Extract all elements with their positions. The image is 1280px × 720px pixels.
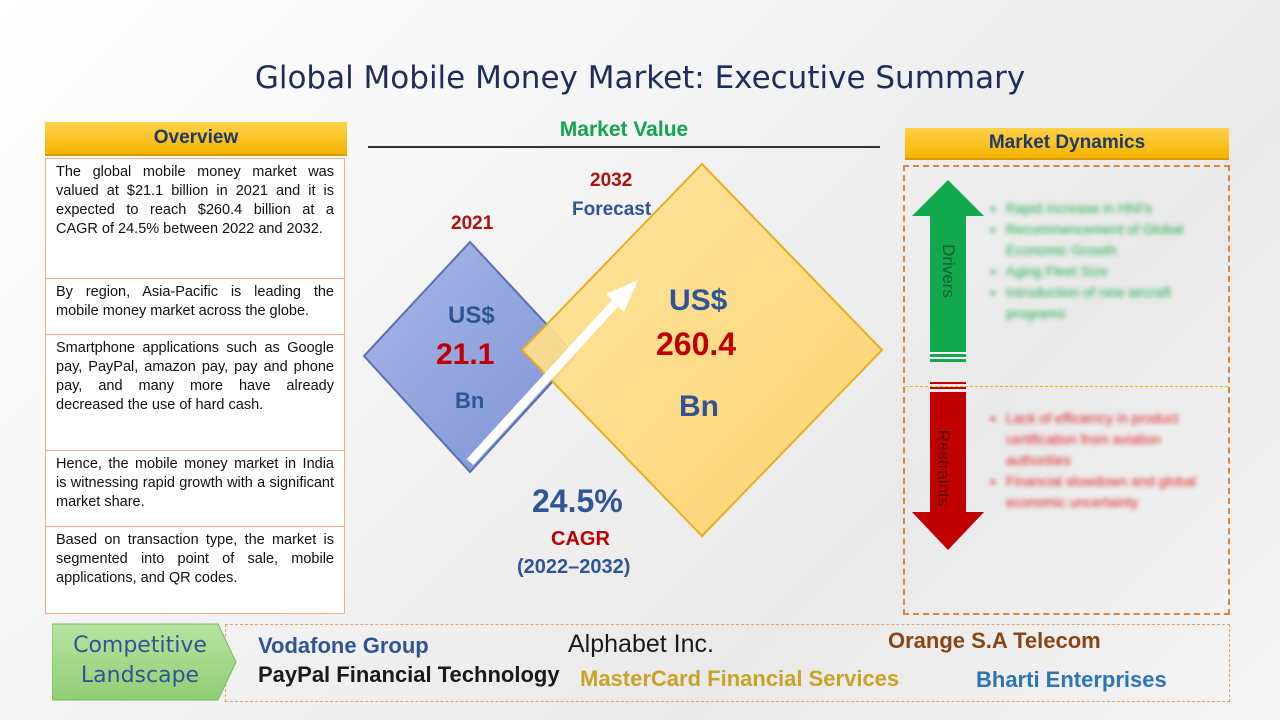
drivers-list: Rapid increase in HNI's Recommencement o… bbox=[990, 198, 1221, 324]
company-alphabet: Alphabet Inc. bbox=[568, 630, 714, 658]
year-2021-label: 2021 bbox=[451, 213, 494, 234]
unit-2032: Bn bbox=[679, 390, 719, 423]
list-item: Recommencement of Global Economic Growth bbox=[1006, 219, 1221, 261]
value-2032: 260.4 bbox=[656, 326, 737, 362]
market-value-diagram bbox=[362, 162, 884, 538]
overview-header: Overview bbox=[45, 122, 347, 156]
overview-item: Smartphone applications such as Google p… bbox=[46, 335, 344, 451]
company-mastercard: MasterCard Financial Services bbox=[580, 666, 900, 691]
dynamics-divider bbox=[905, 386, 1228, 387]
overview-item: The global mobile money market was value… bbox=[46, 159, 344, 279]
down-arrow-icon bbox=[912, 382, 984, 550]
restraints-list: Lack of efficiency in product certificat… bbox=[990, 408, 1221, 513]
company-bharti: Bharti Enterprises bbox=[976, 667, 1167, 692]
market-value-header: Market Value bbox=[559, 118, 689, 141]
dynamics-arrows bbox=[912, 180, 984, 550]
currency-2032: US$ bbox=[669, 284, 728, 317]
drivers-label: Drivers bbox=[939, 244, 958, 298]
list-item: Rapid increase in HNI's bbox=[1006, 198, 1221, 219]
overview-item: Based on transaction type, the market is… bbox=[56, 532, 334, 586]
company-vodafone: Vodafone Group bbox=[258, 633, 429, 658]
unit-2021: Bn bbox=[455, 388, 485, 413]
overview-item: Hence, the mobile money market in India … bbox=[46, 451, 344, 527]
company-paypal: PayPal Financial Technology bbox=[258, 662, 560, 687]
diamond-2021 bbox=[362, 240, 578, 474]
currency-2021: US$ bbox=[448, 302, 495, 329]
up-arrow-icon bbox=[912, 180, 984, 362]
page-title: Global Mobile Money Market: Executive Su… bbox=[254, 60, 1026, 96]
market-dynamics-panel bbox=[903, 165, 1230, 615]
forecast-label: Forecast bbox=[572, 199, 652, 220]
growth-arrow bbox=[466, 280, 638, 466]
cagr-value: 24.5% bbox=[532, 483, 623, 519]
overview-item: By region, Asia-Pacific is leading the m… bbox=[46, 279, 344, 335]
list-item: Financial slowdown and global economic u… bbox=[1006, 471, 1221, 513]
value-2021: 21.1 bbox=[436, 338, 495, 371]
market-dynamics-header: Market Dynamics bbox=[905, 128, 1229, 160]
competitive-landscape-label: Competitive Landscape bbox=[73, 633, 207, 688]
market-value-divider bbox=[368, 146, 880, 148]
cagr-period: (2022–2032) bbox=[517, 556, 631, 578]
cagr-label: CAGR bbox=[551, 528, 610, 550]
year-2032-label: 2032 bbox=[590, 170, 633, 191]
list-item: Aging Fleet Size bbox=[1006, 261, 1221, 282]
list-item: Lack of efficiency in product certificat… bbox=[1006, 408, 1221, 471]
restraints-label: Restraints bbox=[934, 429, 953, 507]
list-item: Introduction of new aircraft programs bbox=[1006, 282, 1221, 324]
overview-panel: The global mobile money market was value… bbox=[45, 158, 345, 614]
company-orange: Orange S.A Telecom bbox=[888, 628, 1101, 653]
competitive-landscape-badge bbox=[52, 623, 237, 701]
diamond-2032 bbox=[520, 162, 884, 538]
